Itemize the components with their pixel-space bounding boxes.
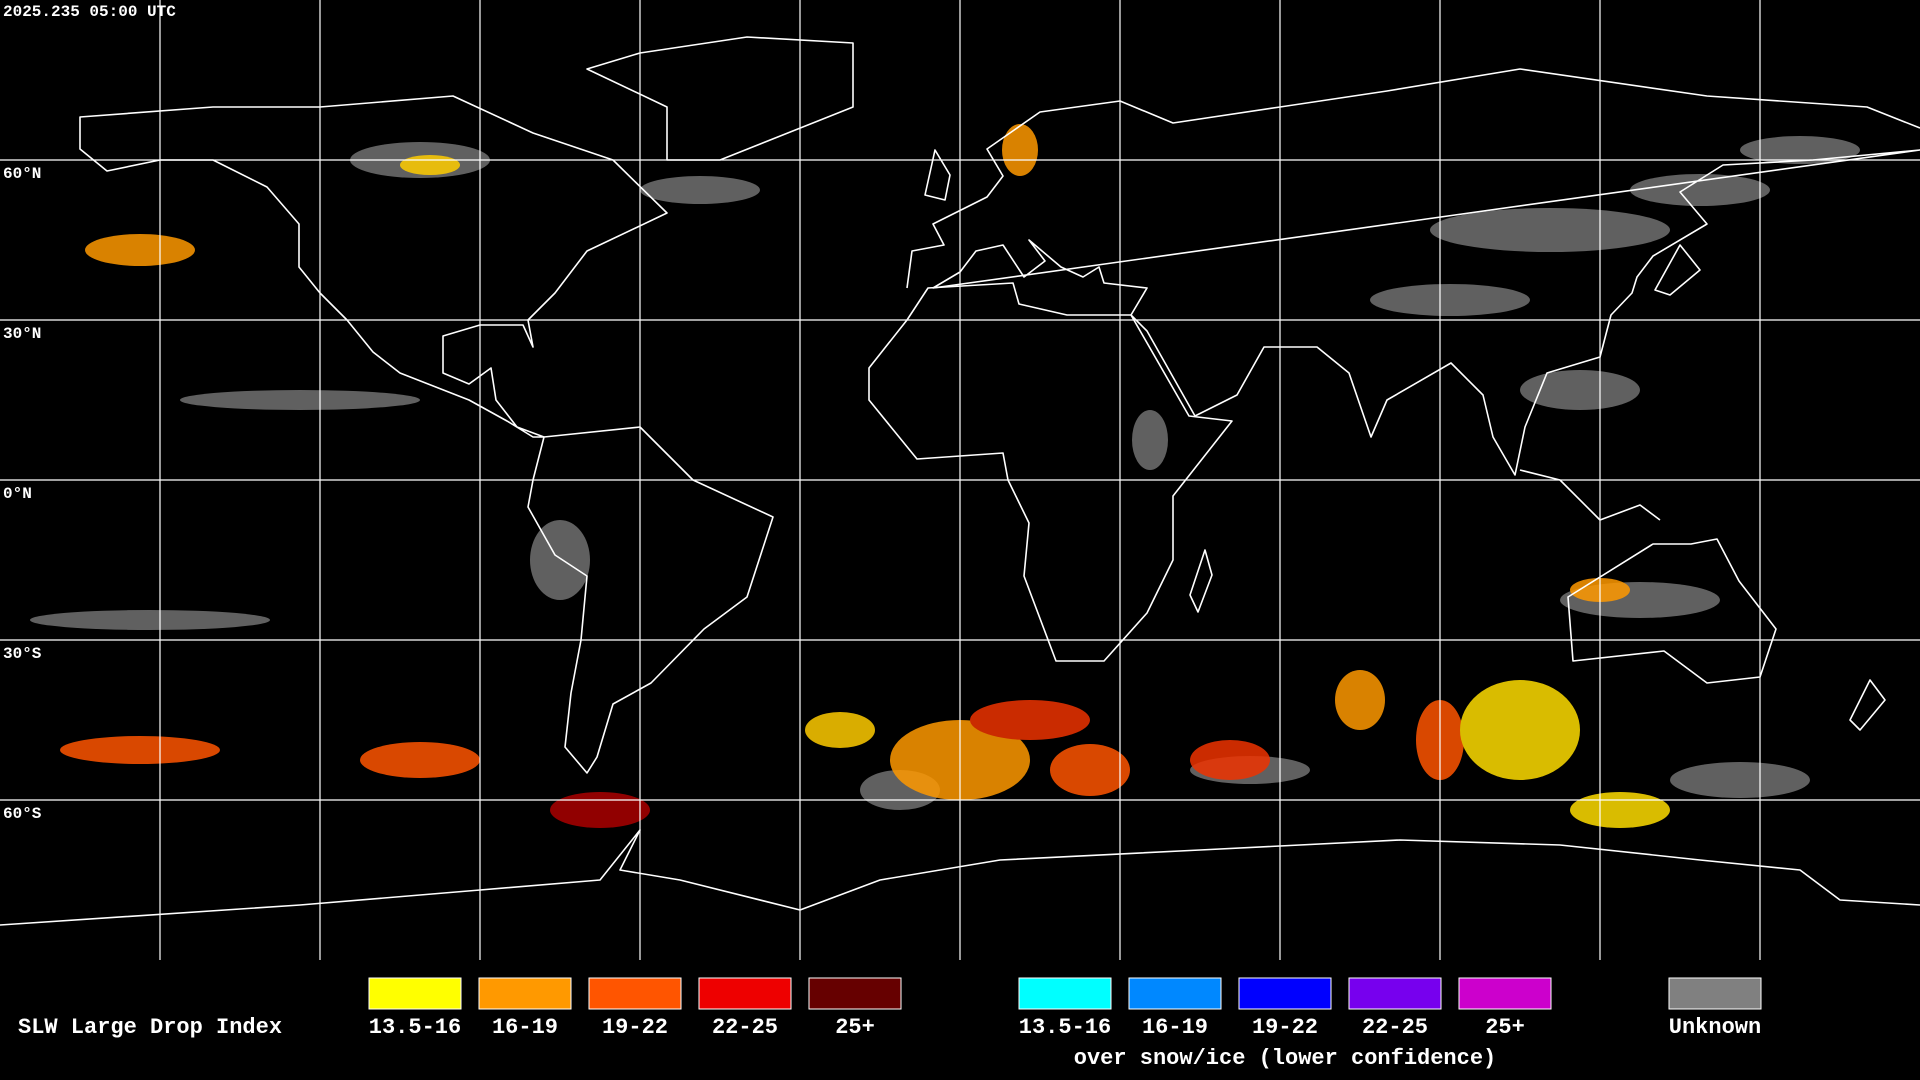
legend-swatch	[808, 977, 902, 1010]
cloud-layer	[30, 124, 1860, 828]
legend-swatch	[1128, 977, 1222, 1010]
coastlines	[0, 36, 1920, 926]
legend-caption: over snow/ice (lower confidence)	[1074, 1046, 1496, 1071]
legend-label: 25+	[835, 1015, 875, 1040]
legend-title: SLW Large Drop Index	[18, 1015, 282, 1040]
legend-swatch	[478, 977, 572, 1010]
timestamp: 2025.235 05:00 UTC	[3, 3, 176, 21]
latitude-label: 0°N	[3, 485, 32, 503]
latitude-label: 60°S	[3, 805, 42, 823]
latitude-label: 60°N	[3, 165, 41, 183]
legend-swatch	[1018, 977, 1112, 1010]
legend-swatch	[1238, 977, 1332, 1010]
legend-swatch	[698, 977, 792, 1010]
legend-swatch	[368, 977, 462, 1010]
legend-label: 13.5-16	[369, 1015, 461, 1040]
legend-label: 22-25	[712, 1015, 778, 1040]
graticule	[0, 0, 1920, 960]
legend-label: 16-19	[1142, 1015, 1208, 1040]
legend-label: 19-22	[602, 1015, 668, 1040]
legend-swatch	[1668, 977, 1762, 1010]
latitude-label: 30°N	[3, 325, 41, 343]
legend: 13.5-16 16-19 19-22 22-25 25+ 13.5-16 16-19 19-…	[368, 977, 1762, 1071]
legend-swatch	[1348, 977, 1442, 1010]
latitude-label: 30°S	[3, 645, 42, 663]
legend-swatch	[1458, 977, 1552, 1010]
legend-swatch	[588, 977, 682, 1010]
legend-label: 19-22	[1252, 1015, 1318, 1040]
legend-label: 25+	[1485, 1015, 1525, 1040]
legend-label: 16-19	[492, 1015, 558, 1040]
legend-label: 13.5-16	[1019, 1015, 1111, 1040]
legend-label: 22-25	[1362, 1015, 1428, 1040]
legend-label: Unknown	[1669, 1015, 1761, 1040]
